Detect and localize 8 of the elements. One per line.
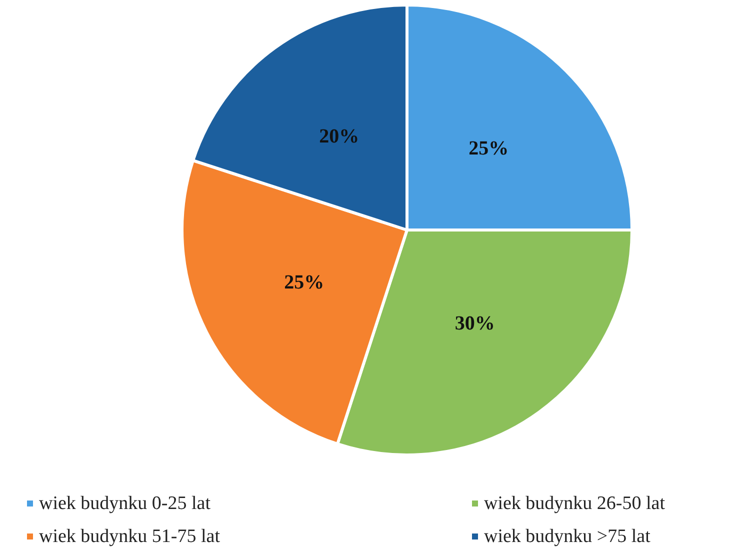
legend-label: wiek budynku 51-75 lat: [39, 526, 221, 547]
legend-label: wiek budynku 0-25 lat: [39, 493, 212, 514]
data-label: 25%: [468, 137, 509, 160]
legend-label: wiek budynku 26-50 lat: [484, 493, 666, 514]
data-label: 25%: [284, 271, 324, 294]
data-label: 20%: [319, 126, 360, 148]
legend-label: wiek budynku >75 lat: [484, 526, 652, 547]
data-label: 30%: [454, 312, 495, 334]
